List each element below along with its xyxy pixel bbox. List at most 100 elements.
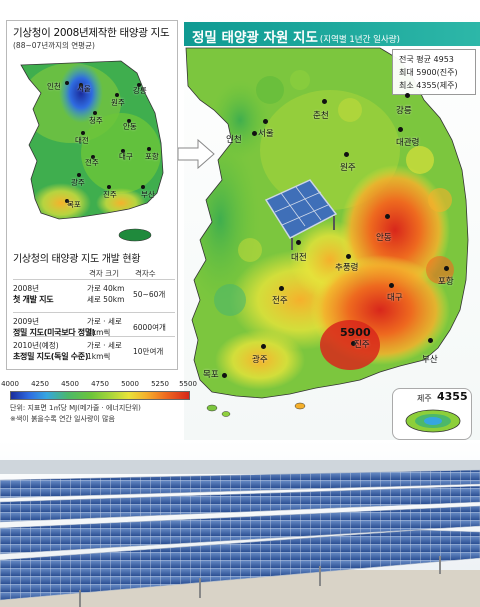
legend-tick: 5000 [121, 380, 139, 388]
legend-tick: 4750 [91, 380, 109, 388]
history-size: 가로 40km [87, 284, 125, 293]
legend-tick: 5250 [151, 380, 169, 388]
city-dot [344, 152, 349, 157]
history-col-count: 격자수 [135, 269, 156, 278]
history-count: 6000여개 [133, 323, 166, 332]
city-dot [279, 286, 284, 291]
city-dot [77, 173, 81, 177]
city-dot [444, 266, 449, 271]
jeju-inset: 제주 4355 [392, 388, 472, 440]
city-jinju: 진주 [354, 340, 370, 350]
legend-tick: 5500 [179, 380, 197, 388]
history-year: 2009년 [13, 317, 39, 326]
history-col-size: 격자 크기 [89, 269, 119, 278]
jeju-value: 4355 [437, 390, 468, 403]
jeju-label: 제주 [417, 394, 432, 403]
inset-city-mokpo: 목포 [67, 200, 81, 209]
inset-city-pohang: 포항 [145, 152, 159, 161]
inset-city-gwangju: 광주 [71, 178, 85, 187]
city-wonju: 원주 [340, 163, 356, 173]
main-title-bar: 정밀 태양광 자원 지도 (지역별 1년간 일사량) [184, 22, 480, 46]
city-dot [351, 341, 356, 346]
history-title: 기상청의 태양광 지도 개발 현황 [13, 254, 141, 265]
city-mokpo: 목포 [203, 370, 219, 380]
city-dot [389, 283, 394, 288]
history-label: 첫 개발 지도 [13, 295, 54, 304]
inset-city-cheongju: 청주 [89, 116, 103, 125]
city-gwangju: 광주 [252, 355, 268, 365]
city-dot [65, 199, 69, 203]
history-count: 50~60개 [133, 290, 166, 299]
history-size: 세로 50km [87, 295, 125, 304]
city-daegu: 대구 [387, 293, 403, 303]
city-pohang: 포항 [438, 277, 454, 287]
city-dot [405, 93, 410, 98]
history-year: 2008년 [13, 284, 39, 293]
stats-box: 전국 평균 4953 최대 5900(진주) 최소 4355(제주) [392, 49, 476, 95]
main-title: 정밀 태양광 자원 지도 (지역별 1년간 일사량) [192, 30, 400, 46]
inset-city-andong: 안동 [123, 122, 137, 131]
stat-average: 전국 평균 4953 [399, 55, 454, 64]
note-text: ※색이 붉을수록 연간 일사량이 많음 [10, 415, 115, 423]
history-label: 정밀 지도(미국보다 정밀) [13, 328, 96, 337]
legend-tick: 4000 [1, 380, 19, 388]
inset-city-wonju: 원주 [111, 98, 125, 107]
solar-panel-illustration [264, 179, 338, 250]
city-dot [93, 111, 97, 115]
city-dot [296, 240, 301, 245]
inset-city-busan: 부산 [141, 190, 155, 199]
city-dot [398, 127, 403, 132]
city-daegwallyeong: 대관령 [396, 138, 420, 148]
stat-max: 최대 5900(진주) [399, 68, 458, 77]
jeju-island-map [405, 409, 461, 433]
inset-city-jeonju: 전주 [85, 158, 99, 167]
history-size: 1km씩 [87, 352, 111, 361]
inset-city-jinju: 진주 [103, 190, 117, 199]
city-seoul: 서울 [258, 129, 274, 139]
city-jeonju: 전주 [272, 296, 288, 306]
city-busan: 부산 [422, 355, 438, 365]
city-dot [147, 147, 151, 151]
city-incheon: 인천 [226, 135, 242, 145]
history-size: 가로 · 세로 [87, 341, 122, 350]
inset-city-seoul: 서울 [77, 84, 91, 93]
peak-value: 5900 [340, 326, 371, 339]
city-dot [65, 81, 69, 85]
inset-city-daejeon: 대전 [75, 136, 89, 145]
city-dot [141, 185, 145, 189]
city-dot [81, 131, 85, 135]
city-dot [261, 344, 266, 349]
city-chuncheon: 춘천 [313, 111, 329, 121]
history-size: 4km씩 [87, 328, 111, 337]
city-dot [127, 119, 131, 123]
legend-tick: 4500 [61, 380, 79, 388]
stat-min: 최소 4355(제주) [399, 81, 458, 90]
legend-color-bar [10, 391, 190, 400]
pointer-arrow-icon [177, 138, 215, 170]
city-dot [91, 155, 95, 159]
history-row: 2009년 정밀 지도(미국보다 정밀) 가로 · 세로 4km씩 6000여개 [13, 312, 175, 345]
city-dot [252, 131, 257, 136]
main-subtitle: (지역별 1년간 일사량) [319, 35, 400, 45]
city-dot [346, 254, 351, 259]
history-label: 초정밀 지도(독일 수준) [13, 352, 89, 361]
history-size: 가로 · 세로 [87, 317, 122, 326]
history-count: 10만여개 [133, 347, 164, 356]
history-row: 2008년 첫 개발 지도 가로 40km 세로 50km 50~60개 [13, 279, 175, 312]
inset-subtitle: (88~07년까지의 연평균) [13, 41, 95, 50]
city-dot [385, 214, 390, 219]
city-chupungnyeong: 추풍령 [335, 263, 359, 273]
history-year: 2010년(예정) [13, 341, 59, 350]
city-andong: 안동 [376, 233, 392, 243]
city-dot [121, 149, 125, 153]
city-dot [79, 83, 83, 87]
city-dot [222, 373, 227, 378]
inset-title: 기상청이 2008년제작한 태양광 지도 [13, 27, 170, 39]
city-dot [137, 83, 141, 87]
city-dot [263, 119, 268, 124]
city-dot [322, 99, 327, 104]
history-row: 2010년(예정) 초정밀 지도(독일 수준) 가로 · 세로 1km씩 10만… [13, 336, 175, 370]
city-dot [107, 185, 111, 189]
unit-text: 단위: 지표면 1㎡당 MJ(메가줄 · 에너지단위) [10, 404, 141, 412]
legend-tick: 4250 [31, 380, 49, 388]
